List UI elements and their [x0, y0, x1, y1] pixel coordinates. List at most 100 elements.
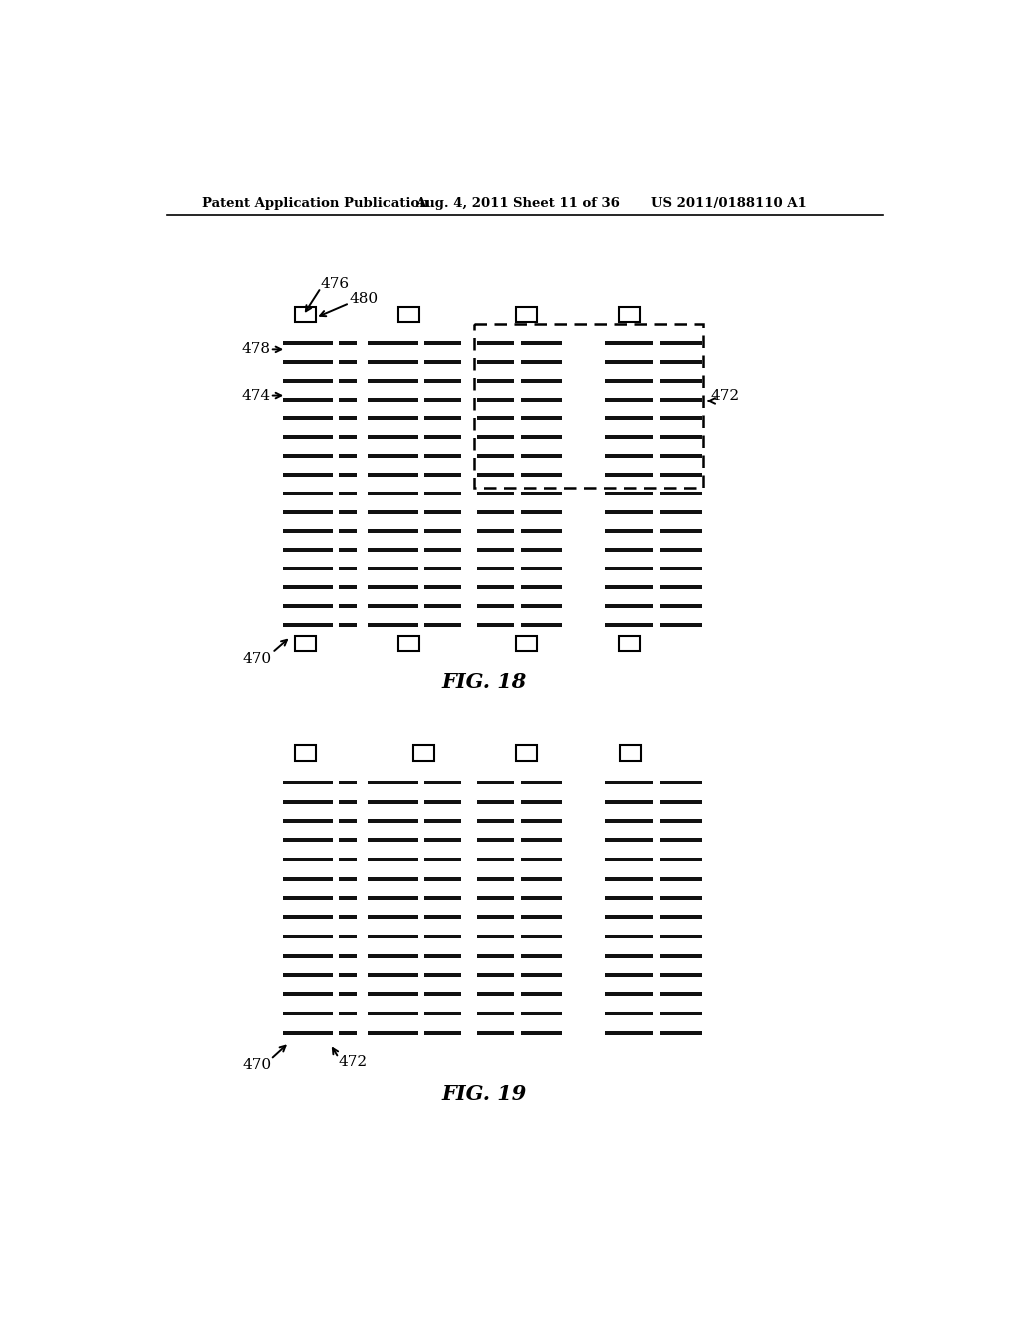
FancyBboxPatch shape: [369, 417, 418, 420]
FancyBboxPatch shape: [369, 818, 418, 822]
FancyBboxPatch shape: [659, 473, 701, 477]
Text: 478: 478: [242, 342, 271, 356]
FancyBboxPatch shape: [424, 511, 461, 515]
FancyBboxPatch shape: [604, 780, 653, 784]
FancyBboxPatch shape: [283, 1031, 334, 1035]
FancyBboxPatch shape: [283, 818, 334, 822]
FancyBboxPatch shape: [424, 585, 461, 589]
FancyBboxPatch shape: [295, 308, 316, 322]
FancyBboxPatch shape: [339, 436, 357, 440]
FancyBboxPatch shape: [339, 1031, 357, 1035]
FancyBboxPatch shape: [283, 935, 334, 939]
FancyBboxPatch shape: [339, 511, 357, 515]
FancyBboxPatch shape: [477, 800, 514, 804]
FancyBboxPatch shape: [369, 623, 418, 627]
FancyBboxPatch shape: [477, 858, 514, 862]
FancyBboxPatch shape: [424, 379, 461, 383]
FancyBboxPatch shape: [604, 605, 653, 609]
FancyBboxPatch shape: [339, 605, 357, 609]
Text: Patent Application Publication: Patent Application Publication: [202, 197, 428, 210]
FancyBboxPatch shape: [424, 954, 461, 958]
FancyBboxPatch shape: [659, 935, 701, 939]
FancyBboxPatch shape: [604, 342, 653, 346]
FancyBboxPatch shape: [339, 623, 357, 627]
FancyBboxPatch shape: [604, 566, 653, 570]
FancyBboxPatch shape: [659, 436, 701, 440]
FancyBboxPatch shape: [659, 585, 701, 589]
FancyBboxPatch shape: [604, 473, 653, 477]
FancyBboxPatch shape: [339, 1011, 357, 1015]
FancyBboxPatch shape: [283, 623, 334, 627]
FancyBboxPatch shape: [424, 973, 461, 977]
FancyBboxPatch shape: [659, 623, 701, 627]
FancyBboxPatch shape: [521, 454, 562, 458]
FancyBboxPatch shape: [369, 529, 418, 533]
FancyBboxPatch shape: [477, 585, 514, 589]
FancyBboxPatch shape: [424, 876, 461, 880]
FancyBboxPatch shape: [621, 744, 641, 760]
FancyBboxPatch shape: [477, 605, 514, 609]
FancyBboxPatch shape: [477, 838, 514, 842]
FancyBboxPatch shape: [477, 436, 514, 440]
FancyBboxPatch shape: [477, 529, 514, 533]
FancyBboxPatch shape: [477, 548, 514, 552]
FancyBboxPatch shape: [618, 308, 640, 322]
FancyBboxPatch shape: [604, 954, 653, 958]
FancyBboxPatch shape: [521, 379, 562, 383]
FancyBboxPatch shape: [521, 585, 562, 589]
Text: 472: 472: [711, 388, 740, 403]
FancyBboxPatch shape: [521, 1011, 562, 1015]
FancyBboxPatch shape: [604, 585, 653, 589]
FancyBboxPatch shape: [604, 491, 653, 495]
FancyBboxPatch shape: [604, 838, 653, 842]
FancyBboxPatch shape: [339, 780, 357, 784]
FancyBboxPatch shape: [369, 896, 418, 900]
FancyBboxPatch shape: [659, 342, 701, 346]
FancyBboxPatch shape: [521, 529, 562, 533]
FancyBboxPatch shape: [369, 342, 418, 346]
FancyBboxPatch shape: [477, 818, 514, 822]
FancyBboxPatch shape: [283, 838, 334, 842]
FancyBboxPatch shape: [283, 511, 334, 515]
FancyBboxPatch shape: [521, 417, 562, 420]
FancyBboxPatch shape: [477, 473, 514, 477]
FancyBboxPatch shape: [604, 973, 653, 977]
FancyBboxPatch shape: [477, 566, 514, 570]
FancyBboxPatch shape: [604, 529, 653, 533]
FancyBboxPatch shape: [521, 858, 562, 862]
FancyBboxPatch shape: [659, 417, 701, 420]
FancyBboxPatch shape: [424, 417, 461, 420]
FancyBboxPatch shape: [283, 1011, 334, 1015]
FancyBboxPatch shape: [339, 548, 357, 552]
FancyBboxPatch shape: [659, 993, 701, 997]
FancyBboxPatch shape: [283, 858, 334, 862]
FancyBboxPatch shape: [283, 454, 334, 458]
FancyBboxPatch shape: [397, 636, 419, 651]
Text: Sheet 11 of 36: Sheet 11 of 36: [513, 197, 621, 210]
FancyBboxPatch shape: [339, 342, 357, 346]
FancyBboxPatch shape: [369, 511, 418, 515]
FancyBboxPatch shape: [604, 548, 653, 552]
FancyBboxPatch shape: [414, 744, 434, 760]
FancyBboxPatch shape: [424, 623, 461, 627]
Text: Aug. 4, 2011: Aug. 4, 2011: [415, 197, 508, 210]
FancyBboxPatch shape: [604, 896, 653, 900]
FancyBboxPatch shape: [521, 1031, 562, 1035]
FancyBboxPatch shape: [477, 491, 514, 495]
FancyBboxPatch shape: [477, 454, 514, 458]
FancyBboxPatch shape: [604, 818, 653, 822]
FancyBboxPatch shape: [283, 491, 334, 495]
FancyBboxPatch shape: [604, 511, 653, 515]
FancyBboxPatch shape: [424, 896, 461, 900]
FancyBboxPatch shape: [521, 473, 562, 477]
FancyBboxPatch shape: [283, 896, 334, 900]
FancyBboxPatch shape: [339, 454, 357, 458]
FancyBboxPatch shape: [339, 397, 357, 401]
FancyBboxPatch shape: [424, 491, 461, 495]
FancyBboxPatch shape: [659, 954, 701, 958]
FancyBboxPatch shape: [424, 342, 461, 346]
FancyBboxPatch shape: [604, 1031, 653, 1035]
FancyBboxPatch shape: [477, 342, 514, 346]
FancyBboxPatch shape: [516, 308, 538, 322]
FancyBboxPatch shape: [283, 993, 334, 997]
